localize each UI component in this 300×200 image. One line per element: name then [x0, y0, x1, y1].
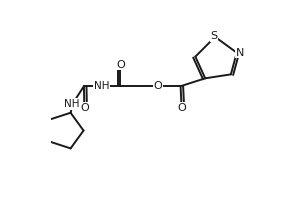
Text: O: O — [80, 103, 89, 113]
Text: NH: NH — [64, 99, 80, 109]
Text: O: O — [116, 60, 125, 70]
Text: O: O — [177, 103, 186, 113]
Text: N: N — [236, 48, 244, 58]
Text: NH: NH — [94, 81, 110, 91]
Text: S: S — [211, 31, 218, 41]
Text: O: O — [154, 81, 162, 91]
